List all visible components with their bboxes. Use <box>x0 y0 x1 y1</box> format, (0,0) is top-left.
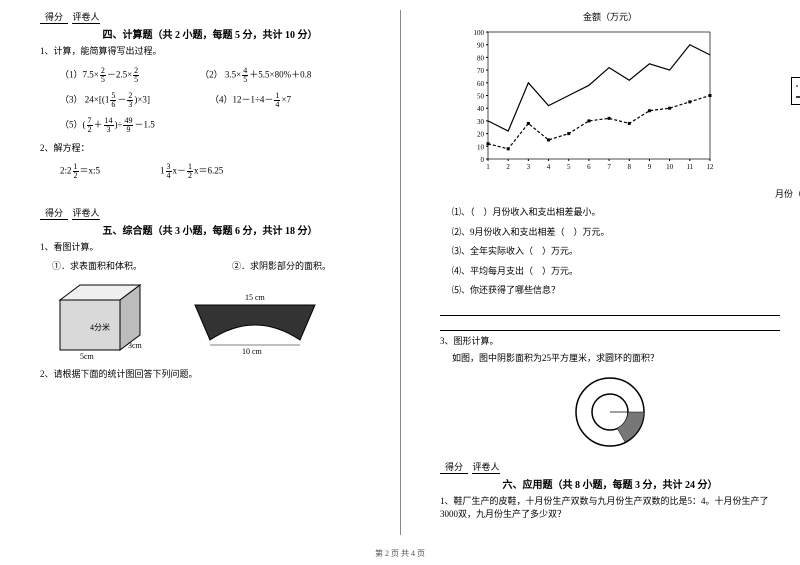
svg-text:4: 4 <box>547 163 551 171</box>
rq3: ⑶、全年实际收入（ ）万元。 <box>452 245 780 259</box>
svg-text:50: 50 <box>477 93 485 101</box>
svg-text:10: 10 <box>477 143 485 151</box>
q3-desc: 如图，图中阴影面积为25平方厘米，求圆环的面积？ <box>452 352 780 366</box>
q4-2: 2、解方程： <box>40 142 380 156</box>
eq-row: 2:212＝x:5 134x－12x＝6.25 <box>60 163 380 180</box>
svg-text:80: 80 <box>477 54 485 62</box>
svg-text:5: 5 <box>567 163 571 171</box>
line-chart: 0102030405060708090100123456789101112 支出… <box>460 27 780 179</box>
q5-2: 2、请根据下面的统计图回答下列问题。 <box>40 368 380 382</box>
chart-y-title: 金额（万元） <box>440 10 780 23</box>
rq5: ⑸、你还获得了哪些信息？ <box>452 284 780 298</box>
svg-text:1: 1 <box>486 163 490 171</box>
score-box-section5: 得分 评卷人 <box>40 206 380 220</box>
f5-pre: （5） <box>60 119 83 129</box>
box-h: 4分米 <box>90 322 110 332</box>
f4-post: ×7 <box>281 94 291 104</box>
f3mul: ×3 <box>137 94 147 104</box>
f3op: － <box>117 94 126 104</box>
q4-1: 1、计算，能简算得写出过程。 <box>40 45 380 59</box>
eq2-post: x＝6.25 <box>194 166 223 176</box>
f1b-mid: 3.5× <box>225 69 241 79</box>
q6-1: 1、鞋厂生产的皮鞋，十月份生产双数与九月份生产双数的比是5：4。十月份生产了30… <box>440 495 780 522</box>
rq1: ⑴、（ ）月份收入和支出相差最小。 <box>452 206 780 220</box>
rq2: ⑵、9月份收入和支出相差（ ）万元。 <box>452 226 780 240</box>
score-label: 得分 <box>40 10 68 24</box>
f1a-pre: （1）7.5× <box>60 69 99 79</box>
score-box-section6: 得分 评卷人 <box>440 460 780 474</box>
score-label: 得分 <box>440 460 468 474</box>
box-d: 3cm <box>128 341 143 350</box>
x-axis-label: 月份（月） <box>450 187 800 200</box>
f3-pre: （3） <box>60 94 83 104</box>
eq1-pre: 2:2 <box>60 166 72 176</box>
svg-text:9: 9 <box>648 163 652 171</box>
answer-lines <box>440 304 780 331</box>
legend-expense: 支出 <box>796 80 800 91</box>
svg-text:30: 30 <box>477 118 485 126</box>
grader-label: 评卷人 <box>472 460 500 474</box>
f1b-post: ＋5.5×80%＋0.8 <box>249 69 311 79</box>
formula-row-3: （5）(72＋143)÷499－1.5 <box>60 117 380 134</box>
q5-1: 1、看图计算。 <box>40 241 380 255</box>
svg-text:7: 7 <box>607 163 611 171</box>
f5-mid: ÷ <box>118 119 123 129</box>
formula-row-1: （1）7.5×25－2.5×25 （2） 3.5×45＋5.5×80%＋0.8 <box>60 67 380 84</box>
svg-text:8: 8 <box>628 163 632 171</box>
svg-text:100: 100 <box>474 29 485 37</box>
svg-text:2: 2 <box>506 163 510 171</box>
formula-5: （5）(72＋143)÷499－1.5 <box>60 117 155 134</box>
grader-label: 评卷人 <box>72 206 100 220</box>
q3: 3、图形计算。 <box>440 335 780 349</box>
eq1-post: ＝x:5 <box>80 166 101 176</box>
f3-outer: 24× <box>85 94 99 104</box>
svg-text:40: 40 <box>477 105 485 113</box>
svg-text:90: 90 <box>477 42 485 50</box>
svg-text:3: 3 <box>527 163 531 171</box>
page-footer: 第 2 页 共 4 页 <box>0 548 800 559</box>
svg-text:10: 10 <box>666 163 674 171</box>
box-w: 5cm <box>80 352 95 360</box>
column-divider <box>400 10 401 535</box>
arch-top: 15 cm <box>245 293 266 302</box>
eq2: 134x－12x＝6.25 <box>160 163 223 180</box>
arch-bot: 10 cm <box>242 347 263 356</box>
formula-row-2: （3） 24×[(156－23)×3] （4）12－1÷4－14×7 <box>60 92 380 109</box>
cuboid-figure: 4分米 5cm 3cm <box>50 280 160 360</box>
formula-1: （1）7.5×25－2.5×25 <box>60 67 140 84</box>
figures-row: 4分米 5cm 3cm 15 cm 10 cm <box>50 280 380 360</box>
grader-label: 评卷人 <box>72 10 100 24</box>
f4-pre: （4）12－1÷4－ <box>210 94 273 104</box>
q5-1a: ①．求表面积和体积。 <box>52 259 142 272</box>
eq2-mid: x－ <box>173 166 187 176</box>
section5-title: 五、综合题（共 3 小题，每题 6 分，共计 18 分） <box>40 222 380 237</box>
f1a-mid: －2.5× <box>107 69 132 79</box>
svg-text:12: 12 <box>707 163 715 171</box>
svg-text:60: 60 <box>477 80 485 88</box>
formula-2: （2） 3.5×45＋5.5×80%＋0.8 <box>200 67 311 84</box>
eq2-pre: 1 <box>160 166 165 176</box>
f1b-pre: （2） <box>200 69 223 79</box>
eq1: 2:212＝x:5 <box>60 163 100 180</box>
section4-title: 四、计算题（共 2 小题，每题 5 分，共计 10 分） <box>40 26 380 41</box>
rq4: ⑷、平均每月支出（ ）万元。 <box>452 265 780 279</box>
formula-3: （3） 24×[(156－23)×3] <box>60 92 150 109</box>
legend-income: 收入 <box>796 91 800 102</box>
arch-figure: 15 cm 10 cm <box>190 290 320 360</box>
line-chart-svg: 0102030405060708090100123456789101112 <box>460 27 720 177</box>
score-box-section4: 得分 评卷人 <box>40 10 380 24</box>
q5-1b: ②．求阴影部分的面积。 <box>232 259 331 272</box>
svg-text:6: 6 <box>587 163 591 171</box>
f5-post: －1.5 <box>134 119 154 129</box>
formula-4: （4）12－1÷4－14×7 <box>210 92 291 109</box>
f3a: 1 <box>105 94 110 104</box>
chart-legend: 支出 收入 <box>791 77 800 105</box>
svg-text:20: 20 <box>477 131 485 139</box>
svg-text:11: 11 <box>686 163 693 171</box>
score-label: 得分 <box>40 206 68 220</box>
svg-text:0: 0 <box>481 156 485 164</box>
section6-title: 六、应用题（共 8 小题，每题 3 分，共计 24 分） <box>440 476 780 491</box>
svg-text:70: 70 <box>477 67 485 75</box>
ring-figure <box>440 372 780 454</box>
